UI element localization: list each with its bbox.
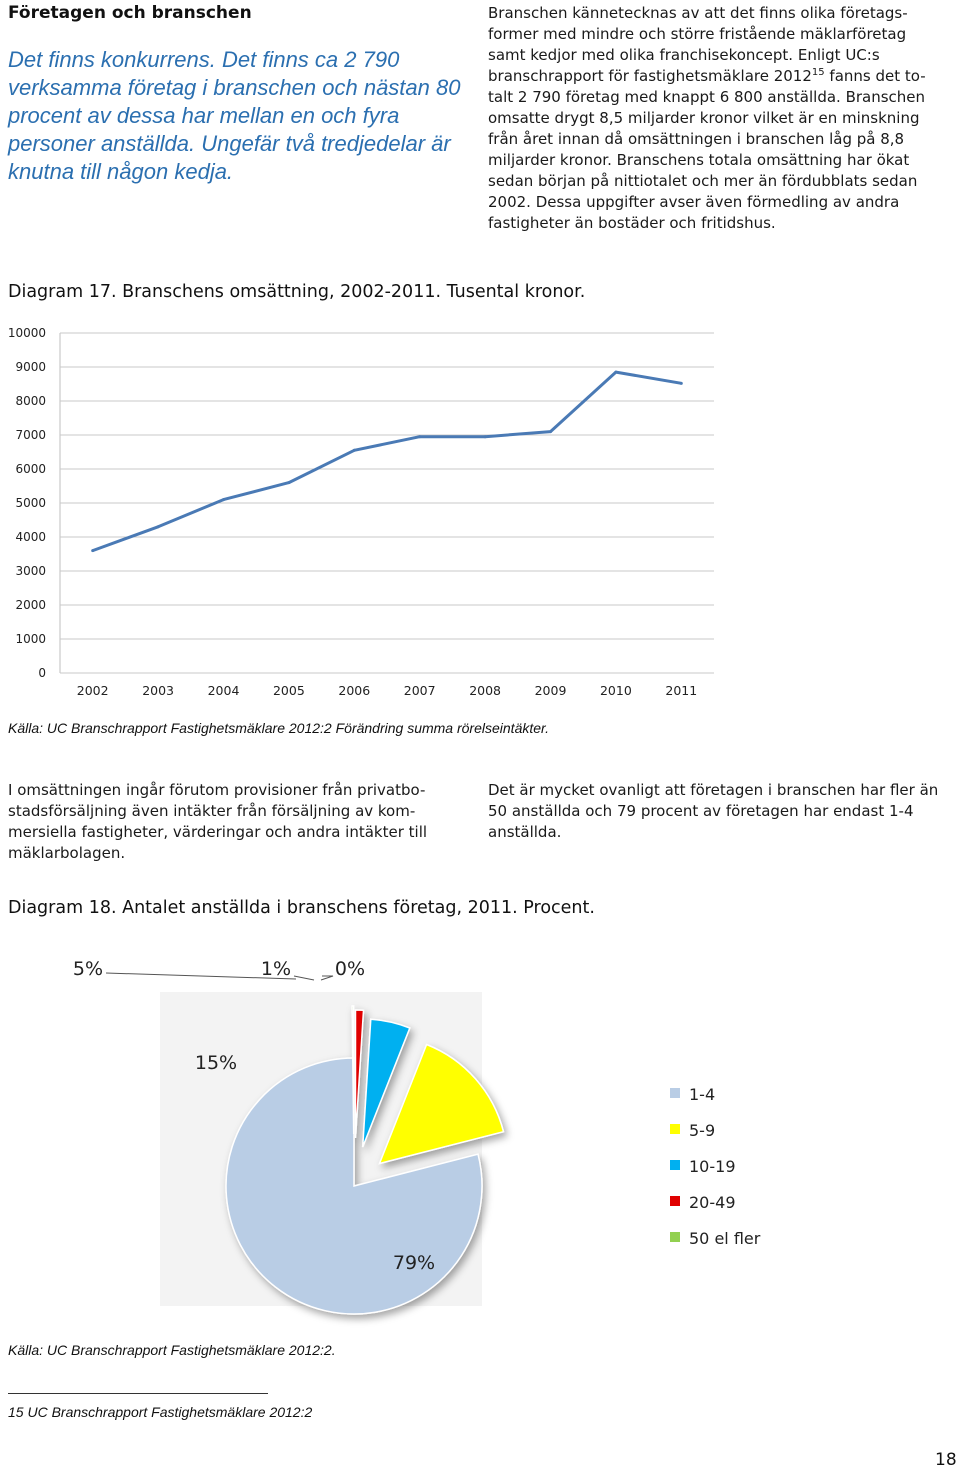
diagram17-line-chart: 0 1000 2000 3000 4000 5000 6000 7000 8000 9000 100… — [8, 326, 714, 698]
chart-x-tick-label: 2011 — [665, 683, 697, 698]
chart-x-tick-label: 2002 — [77, 683, 109, 698]
pie-data-labels: 79% 15% 5% 1% 0% — [73, 958, 435, 1274]
left-column-paragraph: I omsättningen ingår förutom provisioner… — [8, 781, 428, 862]
page-number: 18 — [935, 1450, 957, 1470]
chart-data-point — [91, 549, 95, 553]
pie-data-label: 15% — [195, 1052, 237, 1074]
pie-data-label: 0% — [335, 958, 365, 980]
chart-x-tick-label: 2004 — [208, 683, 240, 698]
chart-data-point — [418, 435, 422, 439]
pie-slice-5-9 — [378, 1043, 505, 1165]
legend-swatch — [670, 1232, 680, 1242]
chart-x-tick-label: 2006 — [338, 683, 370, 698]
chart-y-tick-label: 6000 — [15, 462, 46, 476]
chart-x-tick-labels: 2002 2003 2004 2005 2006 2007 2008 2009 2010 2011 — [77, 683, 697, 698]
diagram17-source: Källa: UC Branschrapport Fastighetsmäkla… — [8, 720, 550, 736]
chart-y-tick-label: 1000 — [15, 632, 46, 646]
diagram18-source: Källa: UC Branschrapport Fastighetsmäkla… — [8, 1342, 336, 1358]
chart-x-tick-label: 2010 — [600, 683, 632, 698]
chart-y-tick-label: 10000 — [8, 326, 46, 340]
chart-x-tick-label: 2007 — [404, 683, 436, 698]
chart-data-point — [614, 370, 618, 374]
chart-y-tick-label: 3000 — [15, 564, 46, 578]
pie-slice-20-49 — [354, 1009, 365, 1139]
diagram17-title: Diagram 17. Branschens omsättning, 2002-… — [8, 282, 586, 302]
diagram18-title: Diagram 18. Antalet anställda i bransche… — [8, 898, 595, 918]
pie-slice-10-19 — [361, 1018, 411, 1148]
chart-data-point — [679, 381, 683, 385]
legend-swatch — [670, 1196, 680, 1206]
pie-slice-50-el-fler — [351, 1005, 355, 1135]
chart-x-tick-label: 2009 — [535, 683, 567, 698]
chart-y-tick-label: 4000 — [15, 530, 46, 544]
chart-y-tick-label: 7000 — [15, 428, 46, 442]
pie-leader-line — [320, 975, 334, 981]
pie-leader-line — [105, 972, 297, 980]
chart-y-tick-label: 2000 — [15, 598, 46, 612]
chart-y-tick-label: 8000 — [15, 394, 46, 408]
chart-series-line — [92, 370, 682, 553]
legend-label: 50 el fler — [689, 1229, 761, 1248]
chart-y-tick-labels: 0 1000 2000 3000 4000 5000 6000 7000 8000 9000 100… — [8, 326, 46, 680]
right-column-paragraph: Det är mycket ovanligt att företagen i b… — [488, 781, 939, 841]
legend-swatch — [670, 1160, 680, 1170]
chart-data-point — [156, 525, 160, 529]
intro-paragraph: Branschen kännetecknas av att det finns … — [488, 3, 943, 234]
legend-label: 1-4 — [689, 1085, 715, 1104]
footnote: 15 UC Branschrapport Fastighetsmäklare 2… — [8, 1404, 313, 1420]
chart-y-tick-label: 9000 — [15, 360, 46, 374]
pie-slices — [225, 1005, 505, 1315]
footnote-divider — [8, 1393, 268, 1394]
chart-x-tick-label: 2008 — [469, 683, 501, 698]
legend-swatch — [670, 1124, 680, 1134]
chart-data-point — [549, 430, 552, 434]
intro-text-part1: Branschen kännetecknas av att det finns … — [488, 4, 908, 85]
legend-label: 10-19 — [689, 1157, 736, 1176]
pie-data-label: 1% — [261, 958, 291, 980]
legend-label: 20-49 — [689, 1193, 736, 1212]
footnote-reference[interactable]: 15 — [811, 67, 825, 78]
chart-data-points — [91, 370, 683, 553]
pie-data-label: 79% — [393, 1252, 435, 1274]
pie-leader-lines — [105, 972, 334, 981]
chart-data-point — [352, 448, 356, 452]
pie-slice-1-4 — [225, 1057, 483, 1315]
pie-legend: 1-4 5-9 10-19 20-49 50 el fler — [670, 1085, 761, 1248]
lead-paragraph: Det finns konkurrens. Det finns ca 2 790… — [8, 47, 461, 184]
intro-text-part2: fanns det to-talt 2 790 företag med knap… — [488, 67, 926, 232]
chart-data-point — [287, 481, 291, 485]
chart-x-tick-label: 2005 — [273, 683, 305, 698]
section-title: Företagen och branschen — [8, 3, 252, 23]
pie-data-label: 5% — [73, 958, 103, 980]
pie-leader-line — [293, 975, 315, 981]
chart-data-point — [483, 435, 487, 439]
chart-y-tick-label: 5000 — [15, 496, 46, 510]
chart-gridlines — [59, 332, 714, 674]
diagram18-pie-chart: 79% 15% 5% 1% 0% 1-4 5-9 10-19 20-49 50 el fler — [73, 958, 761, 1315]
chart-x-tick-label: 2003 — [142, 683, 174, 698]
legend-swatch — [670, 1088, 680, 1098]
legend-label: 5-9 — [689, 1121, 715, 1140]
chart-y-tick-label: 0 — [38, 666, 46, 680]
chart-data-point — [222, 498, 225, 502]
